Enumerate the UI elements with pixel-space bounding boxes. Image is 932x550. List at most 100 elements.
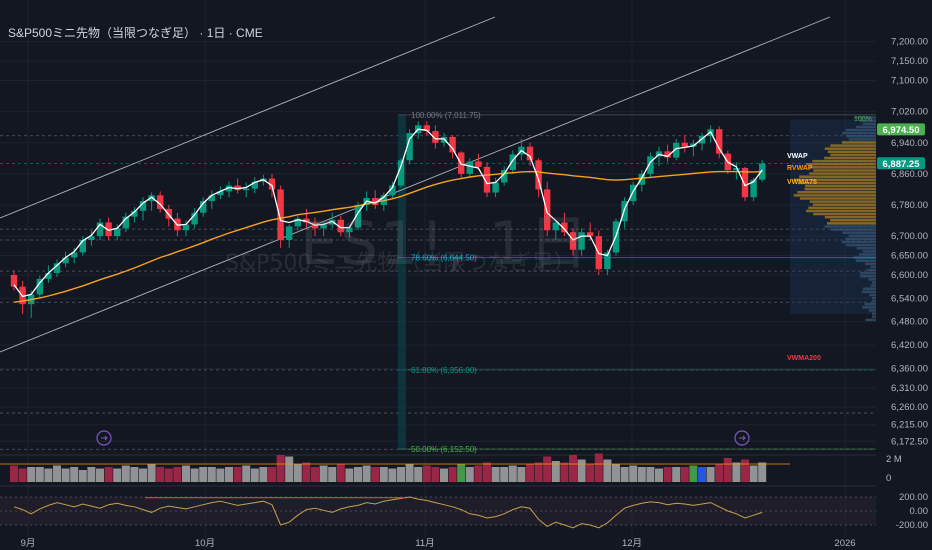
volume-bar <box>268 467 276 482</box>
volume-bar <box>113 468 122 482</box>
candle-body <box>552 222 559 231</box>
candle-body <box>96 222 104 237</box>
volume-tick-label: 2 M <box>886 454 902 465</box>
candle-body <box>234 185 241 191</box>
moving-average-lines <box>13 128 763 303</box>
volume-bar <box>543 456 552 482</box>
price-tick-label: 6,600.00 <box>891 270 928 281</box>
candle-body <box>217 191 224 196</box>
profile-bar <box>866 268 876 272</box>
candle-body <box>466 161 473 174</box>
volume-bar <box>758 462 767 482</box>
price-tick-label: 6,540.00 <box>891 293 928 304</box>
candle-body <box>423 125 430 132</box>
volume-bar <box>672 467 681 482</box>
profile-bar <box>806 209 876 213</box>
price-tick-label: 6,360.00 <box>891 363 928 374</box>
profile-bar <box>872 315 876 318</box>
profile-bar <box>862 287 876 290</box>
fib-level-label: 78.60% (6,644.50) <box>411 254 477 263</box>
volume-bar <box>741 459 749 482</box>
osc-tick-label: 0.00 <box>910 506 929 517</box>
volume-bar <box>500 467 509 482</box>
candle-body <box>449 136 456 153</box>
last-price-label: 6,887.25 <box>883 159 921 170</box>
volume-bar <box>388 468 397 482</box>
volume-bar <box>173 467 182 482</box>
volume-bar <box>680 467 689 482</box>
profile-bar <box>842 131 876 135</box>
vwap-line <box>13 128 763 298</box>
volume-bar <box>311 467 319 482</box>
fib-level-label: 100.00% (7,011.75) <box>411 111 481 120</box>
profile-bar <box>824 225 876 228</box>
profile-bar <box>793 178 876 182</box>
candle-body <box>182 224 190 231</box>
volume-bar <box>629 465 638 482</box>
volume-bar <box>147 464 156 482</box>
event-marker-icon <box>96 430 112 446</box>
candle-body <box>122 216 129 229</box>
volume-bar <box>53 465 61 482</box>
volume-bar <box>534 462 543 482</box>
time-tick-label: 2026 <box>834 538 855 549</box>
volume-bar <box>293 464 302 482</box>
volume-bar <box>328 467 337 482</box>
time-tick-label: 12月 <box>622 538 642 549</box>
price-tick-label: 7,020.00 <box>891 107 928 118</box>
price-tick-label: 7,100.00 <box>891 76 928 87</box>
candle-body <box>587 232 594 237</box>
profile-bar <box>830 144 876 147</box>
profile-bar <box>805 184 876 188</box>
profile-bar <box>798 181 876 185</box>
volume-bar <box>130 467 139 482</box>
profile-bar <box>848 234 876 238</box>
candle-body <box>303 218 310 223</box>
indicator-label: VWMA200 <box>787 355 821 362</box>
time-tick-label: 11月 <box>415 538 434 549</box>
candle-body <box>53 263 61 274</box>
volume-bar <box>663 467 672 482</box>
volume-bar <box>182 465 190 482</box>
candle-body <box>354 205 362 228</box>
fib-level-label: 50.00% (6,152.50) <box>411 445 477 454</box>
candle-body <box>492 182 499 193</box>
volume-bar <box>586 464 595 482</box>
fib-level-label: 61.80% (6,356.00) <box>411 366 477 375</box>
profile-bar <box>853 116 876 119</box>
candle-body <box>673 142 680 158</box>
volume-bar <box>491 467 500 482</box>
profile-bar <box>842 231 876 234</box>
profile-bar <box>868 278 876 281</box>
volume-bar <box>551 461 560 482</box>
candle-body <box>346 227 353 233</box>
profile-percent-label: 100% <box>854 116 872 123</box>
price-tick-label: 6,940.00 <box>891 138 928 149</box>
profile-bar <box>809 200 876 203</box>
volume-bar <box>379 467 388 482</box>
volume-bar <box>698 467 706 482</box>
candle-body <box>71 252 78 258</box>
profile-bar <box>870 284 876 287</box>
candle-body <box>681 142 688 147</box>
profile-bar <box>845 237 876 241</box>
volume-bar <box>448 467 457 482</box>
candle-body <box>337 219 344 233</box>
event-arrow-icon <box>101 435 108 441</box>
candle-body <box>36 278 43 295</box>
osc-tick-label: 200.00 <box>899 492 928 503</box>
trend-channel <box>0 16 831 353</box>
candle-body <box>62 257 69 264</box>
profile-bar <box>872 281 876 284</box>
profile-bar <box>813 169 876 172</box>
profile-bar <box>846 135 876 138</box>
candle-body <box>475 161 482 167</box>
candle-body <box>561 222 568 233</box>
candle-body <box>243 188 250 191</box>
profile-bar <box>826 222 876 225</box>
profile-bar <box>855 259 876 262</box>
candle-body <box>638 173 645 185</box>
profile-bar <box>868 309 876 312</box>
price-tick-label: 6,420.00 <box>891 340 928 351</box>
